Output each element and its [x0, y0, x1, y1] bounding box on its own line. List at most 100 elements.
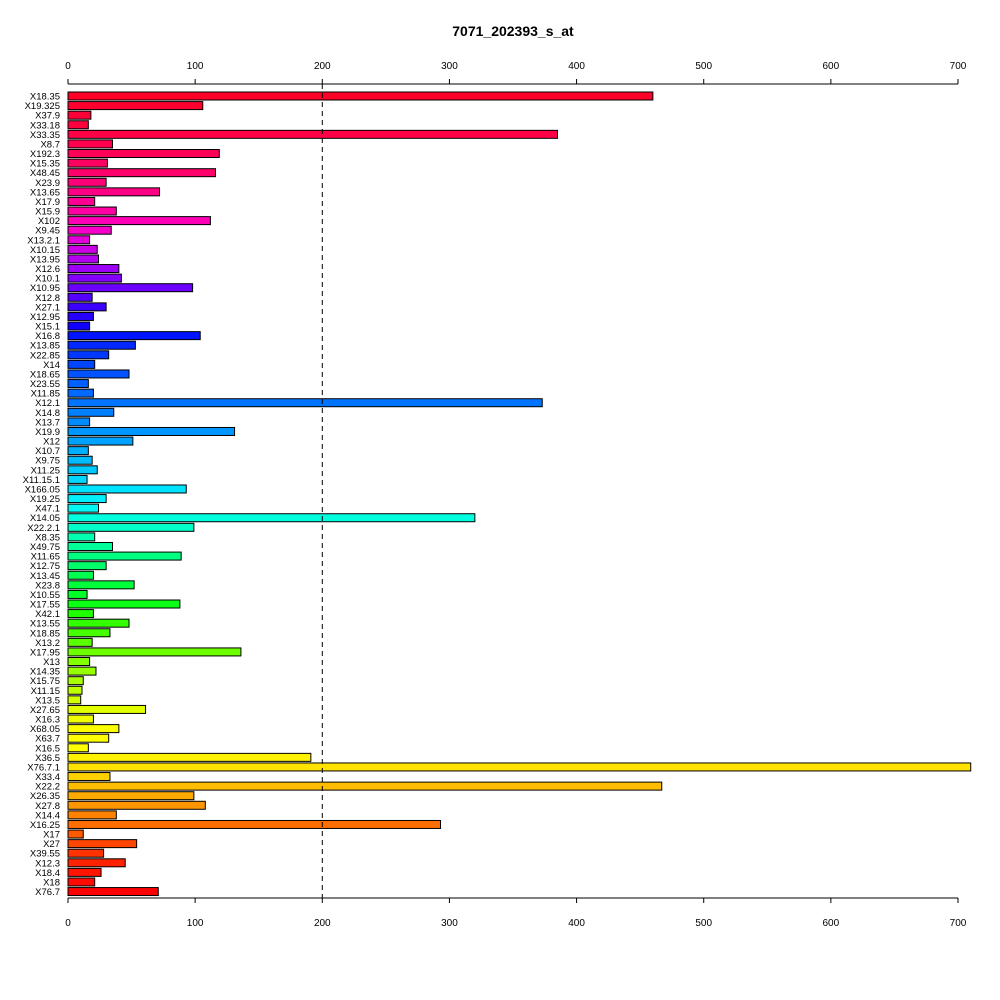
bar-X16.5 [67, 743, 89, 753]
category-label: X15.1 [35, 322, 60, 333]
tick-label: 700 [950, 918, 967, 929]
category-label: X18.35 [30, 92, 60, 103]
category-label: X39.55 [30, 849, 60, 860]
category-label: X12.6 [35, 264, 60, 275]
category-label: X11.15.1 [23, 475, 60, 486]
category-label: X76.7 [35, 887, 60, 898]
category-label: X14.4 [35, 810, 60, 821]
category-label: X16.3 [35, 715, 60, 726]
category-label: X19.25 [30, 494, 60, 505]
category-label: X37.9 [35, 111, 60, 122]
category-label: X13.7 [35, 417, 60, 428]
tick-label: 600 [823, 61, 840, 72]
category-label: X63.7 [35, 734, 60, 745]
category-label: X23.9 [35, 178, 60, 189]
category-label: X12 [43, 437, 60, 448]
bar-X23.9 [67, 177, 107, 187]
category-label: X49.75 [30, 542, 60, 553]
category-label: X12.75 [30, 561, 60, 572]
bar-X12 [67, 436, 134, 446]
tick-label: 200 [314, 918, 331, 929]
tick-label: 300 [441, 61, 458, 72]
category-label: X166.05 [25, 484, 60, 495]
bar-X39.55 [67, 848, 105, 858]
category-label: X17.9 [35, 197, 60, 208]
top-x-axis: 0 100 200 300 400 500 600 700 [65, 61, 967, 85]
bar-X27.8 [67, 800, 206, 810]
category-label: X10.1 [35, 274, 60, 285]
chart-title: 7071_202393_s_at [452, 23, 574, 39]
category-label: X27.8 [35, 801, 60, 812]
bar-X68.05 [67, 724, 120, 734]
bar-X13 [67, 657, 91, 667]
bar-X13.65 [67, 187, 161, 197]
bar-X10.15 [67, 244, 98, 254]
category-label: X13 [43, 657, 60, 668]
bar-X8.35 [67, 532, 96, 542]
bar-X9.75 [67, 455, 93, 465]
bar-X13.85 [67, 340, 136, 350]
bar-X27.65 [67, 704, 147, 714]
category-label: X18 [43, 877, 60, 888]
bar-X33.4 [67, 772, 111, 782]
category-label: X12.95 [30, 312, 60, 323]
bar-X13.2 [67, 637, 93, 647]
bar-X42.1 [67, 609, 94, 619]
bar-X8.7 [67, 139, 113, 149]
bar-X13.45 [67, 570, 94, 580]
bar-X12.6 [67, 264, 120, 274]
category-label: X22.85 [30, 350, 60, 361]
category-label: X10.55 [30, 590, 60, 601]
bar-X13.2.1 [67, 235, 91, 245]
category-label: X15.35 [30, 159, 60, 170]
category-label: X102 [38, 216, 60, 227]
category-label: X12.3 [35, 858, 60, 869]
bar-X10.55 [67, 589, 88, 599]
bar-X11.85 [67, 388, 94, 398]
category-label: X11.15 [31, 686, 60, 697]
bar-X17.95 [67, 647, 242, 657]
tick-label: 100 [187, 61, 204, 72]
category-label: X27.65 [30, 705, 60, 716]
bar-X15.75 [67, 676, 84, 686]
category-label: X11.85 [31, 389, 60, 400]
bar-X13.5 [67, 695, 82, 705]
bar-X76.7 [67, 887, 159, 897]
bar-X18.65 [67, 369, 130, 379]
category-label: X18.4 [35, 868, 60, 879]
category-label: X23.8 [35, 580, 60, 591]
bar-X33.18 [67, 120, 89, 130]
category-label: X13.95 [30, 254, 60, 265]
bottom-x-axis: 0 100 200 300 400 500 600 700 [65, 897, 967, 929]
category-label: X19.9 [35, 427, 60, 438]
category-label: X13.55 [30, 619, 60, 630]
bar-X14.4 [67, 810, 117, 820]
bar-X22.85 [67, 350, 110, 360]
category-label: X9.45 [35, 226, 60, 237]
category-label: X13.85 [30, 341, 60, 352]
category-label: X23.55 [30, 379, 60, 390]
bar-X14.8 [67, 407, 115, 417]
bar-X48.45 [67, 168, 216, 178]
bar-X13.55 [67, 618, 130, 628]
category-label: X192.3 [30, 149, 60, 160]
category-label: X16.5 [35, 743, 60, 754]
bar-X23.55 [67, 379, 89, 389]
bar-X9.45 [67, 225, 112, 235]
category-label: X19.325 [25, 101, 60, 112]
category-label: X14 [43, 360, 60, 371]
bar-X18.35 [67, 91, 654, 101]
category-label: X17.55 [30, 600, 60, 611]
bar-X26.35 [67, 791, 195, 801]
category-label: X10.15 [30, 245, 60, 256]
bar-X11.15.1 [67, 474, 88, 484]
bar-X63.7 [67, 733, 110, 743]
bar-X18 [67, 877, 96, 887]
bar-X15.1 [67, 321, 91, 331]
category-label: X15.9 [35, 207, 60, 218]
bar-X17.9 [67, 196, 96, 206]
category-label: X33.4 [35, 772, 60, 783]
category-label: X8.35 [35, 532, 60, 543]
category-label: X13.65 [30, 187, 60, 198]
bar-X11.15 [67, 685, 83, 695]
